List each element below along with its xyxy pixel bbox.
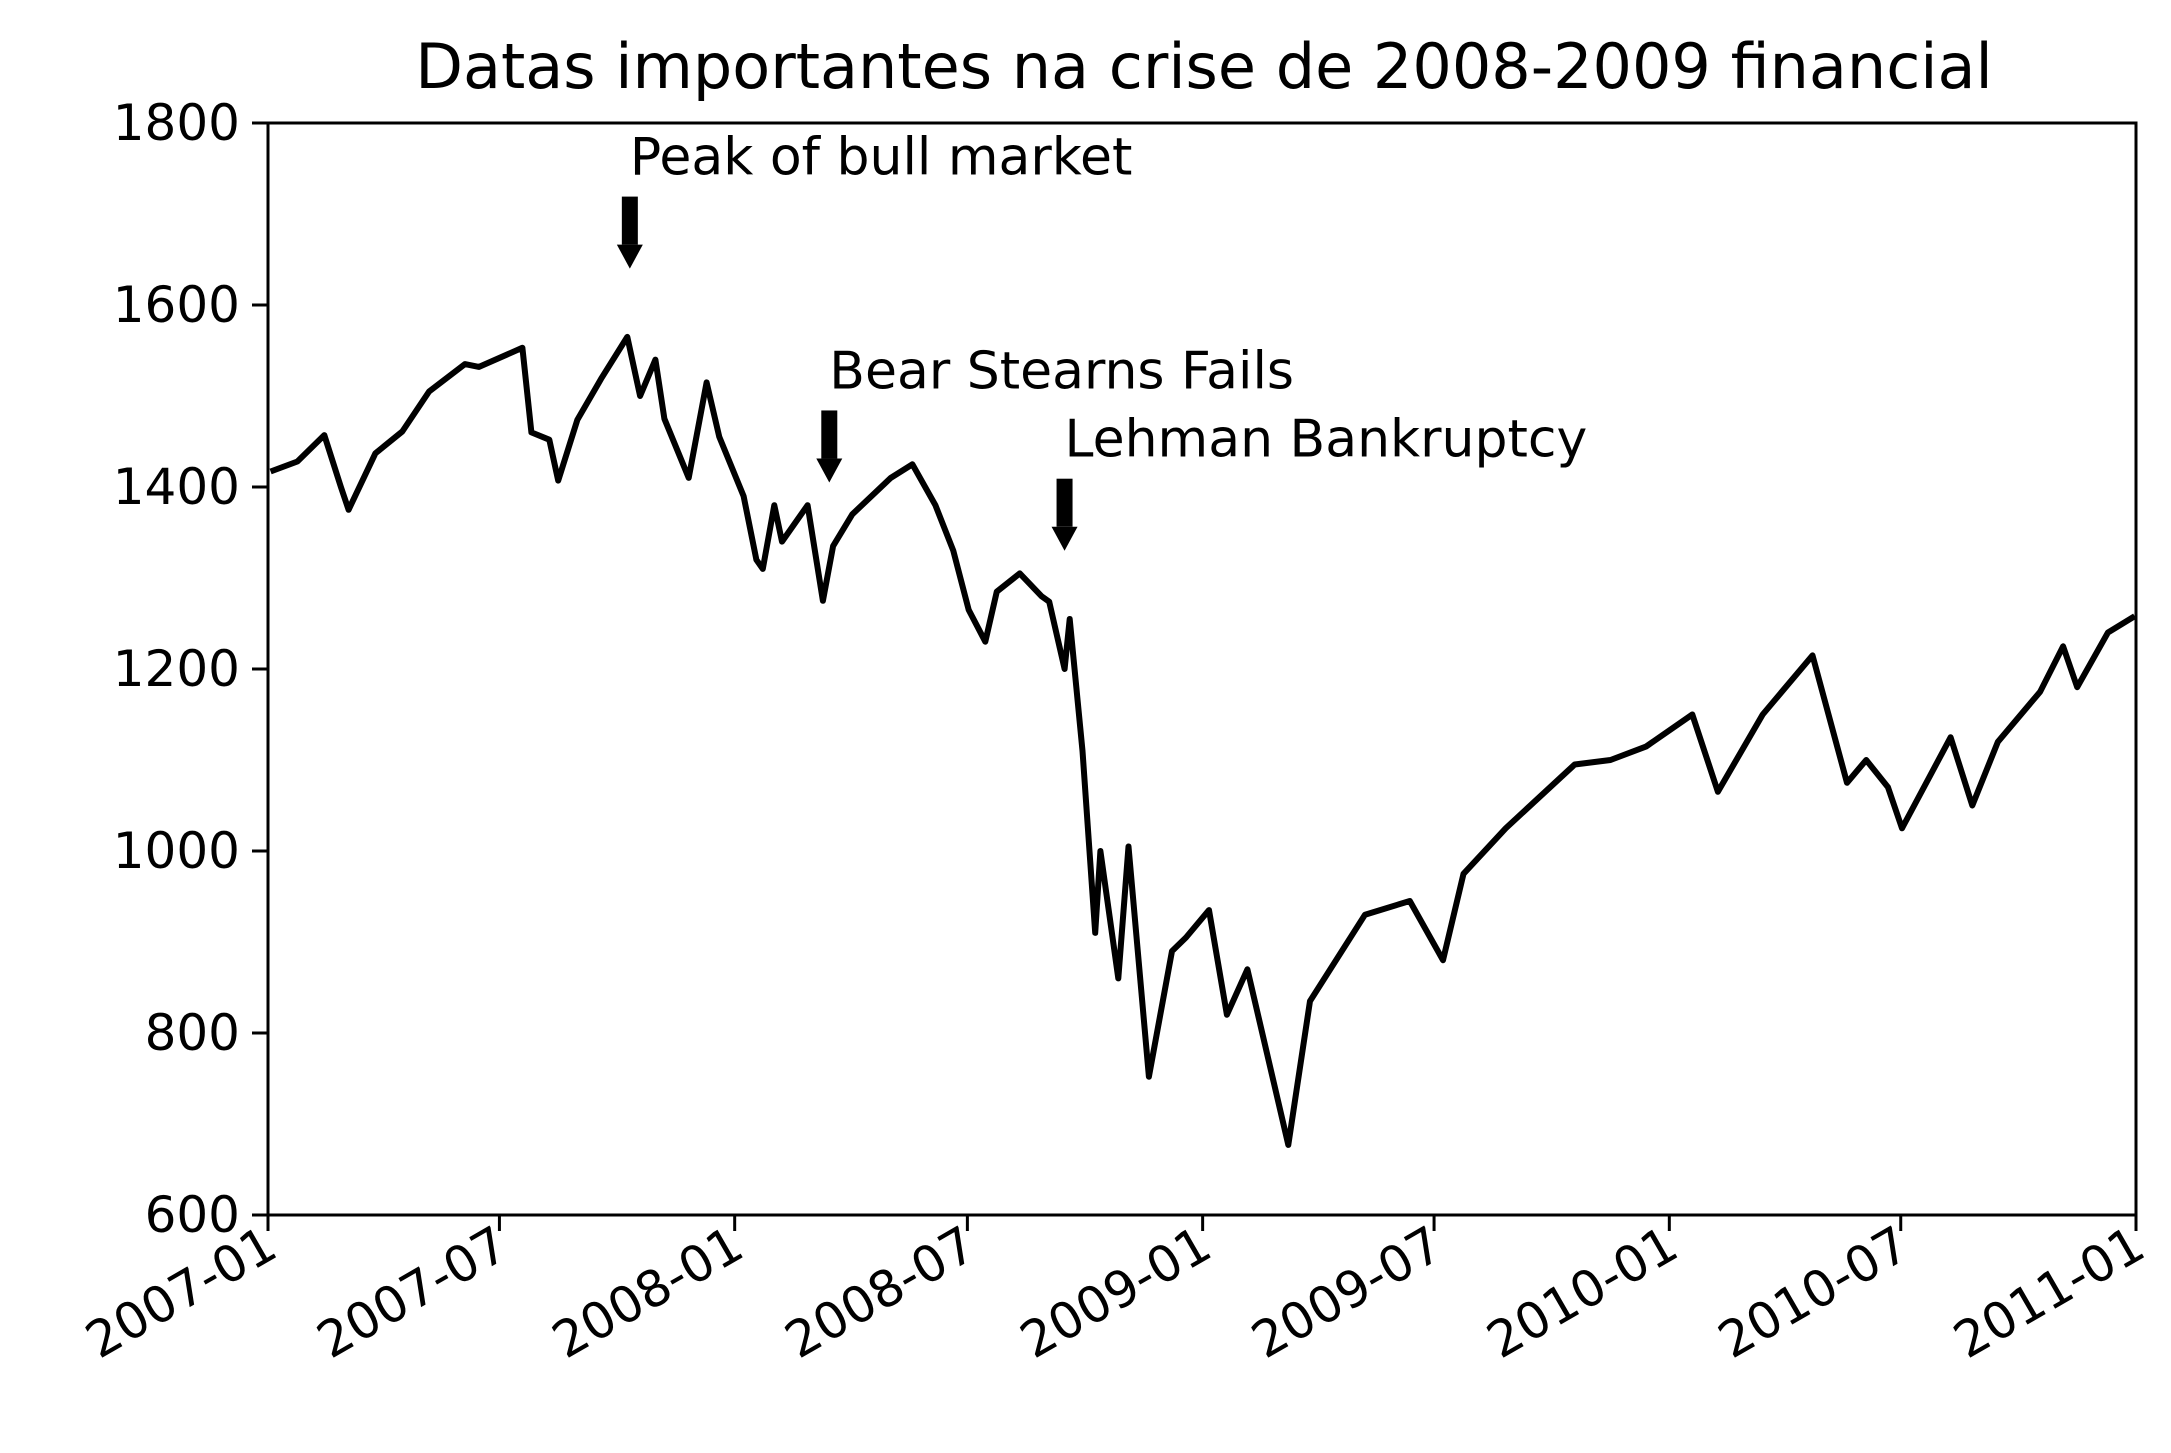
annotations: Peak of bull market Bear Stearns Fails Leh… — [616, 128, 1588, 551]
chart-title: Datas importantes na crise de 2008-2009 … — [415, 30, 1993, 103]
annotation-arrow-head — [816, 458, 843, 483]
series-line — [269, 333, 2137, 1148]
annotation-label: Lehman Bankruptcy — [1065, 410, 1588, 470]
annotation-label: Peak of bull market — [630, 128, 1133, 188]
x-axis: 2007-01 2007-07 2008-01 2008-07 2009-01 2009-… — [76, 1215, 2154, 1370]
y-tick-label: 1800 — [113, 94, 240, 152]
x-tick-label: 2009-01 — [1011, 1215, 1221, 1370]
x-tick-label: 2008-01 — [543, 1215, 753, 1370]
x-tick-label: 2010-01 — [1477, 1215, 1687, 1370]
x-tick-label: 2011-01 — [1944, 1215, 2154, 1370]
annotation-arrow-shaft — [821, 410, 838, 459]
annotation-arrow-head — [616, 244, 643, 269]
annotation-arrow-head — [1051, 526, 1078, 551]
annotation-arrow-shaft — [621, 196, 638, 245]
y-tick-label: 1600 — [113, 276, 240, 334]
x-tick-label: 2008-07 — [775, 1215, 985, 1370]
y-tick-label: 800 — [145, 1004, 240, 1062]
y-axis: 600 800 1000 1200 1400 1600 1800 — [113, 94, 268, 1244]
annotation-arrow-shaft — [1056, 478, 1073, 527]
y-tick-label: 1000 — [113, 822, 240, 880]
y-tick-label: 1400 — [113, 458, 240, 516]
x-tick-label: 2010-07 — [1709, 1215, 1919, 1370]
y-tick-label: 600 — [145, 1186, 240, 1244]
plot-frame — [266, 121, 2138, 1217]
x-tick-label: 2009-07 — [1242, 1215, 1452, 1370]
x-tick-label: 2007-07 — [307, 1215, 517, 1370]
annotation-label: Bear Stearns Fails — [829, 341, 1294, 401]
y-tick-label: 1200 — [113, 640, 240, 698]
